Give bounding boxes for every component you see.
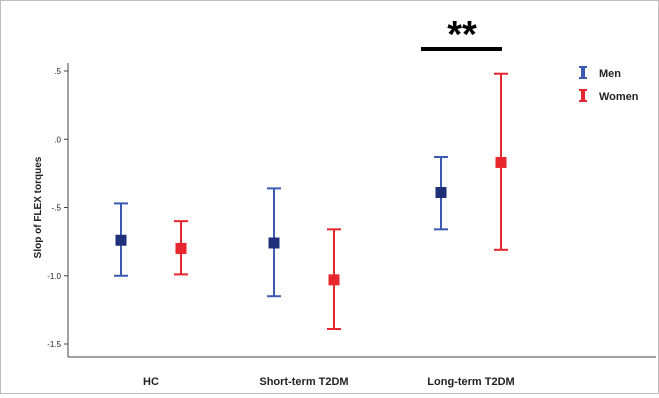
significance-label: **	[447, 14, 477, 56]
x-tick-label: Long-term T2DM	[427, 376, 514, 388]
x-tick-label: Short-term T2DM	[259, 376, 348, 388]
mean-marker	[115, 234, 127, 246]
mean-marker	[268, 237, 280, 249]
legend-marker	[579, 77, 587, 79]
y-axis-label: Slop of FLEX torques	[33, 156, 44, 258]
y-tick-label: -1.0	[47, 272, 61, 281]
mean-marker	[435, 186, 447, 198]
legend-marker	[579, 100, 587, 102]
mean-marker	[328, 274, 340, 286]
legend-marker	[581, 90, 585, 101]
y-tick-label: -.5	[52, 204, 62, 213]
legend-label: Women	[599, 91, 639, 103]
x-tick-label: HC	[143, 376, 159, 388]
y-tick-label: .0	[54, 135, 61, 144]
mean-marker	[495, 156, 507, 168]
legend-marker	[581, 67, 585, 78]
y-tick-label: .5	[54, 67, 61, 76]
y-tick-label: -1.5	[47, 340, 61, 349]
mean-marker	[175, 242, 187, 254]
legend-label: Men	[599, 68, 621, 80]
